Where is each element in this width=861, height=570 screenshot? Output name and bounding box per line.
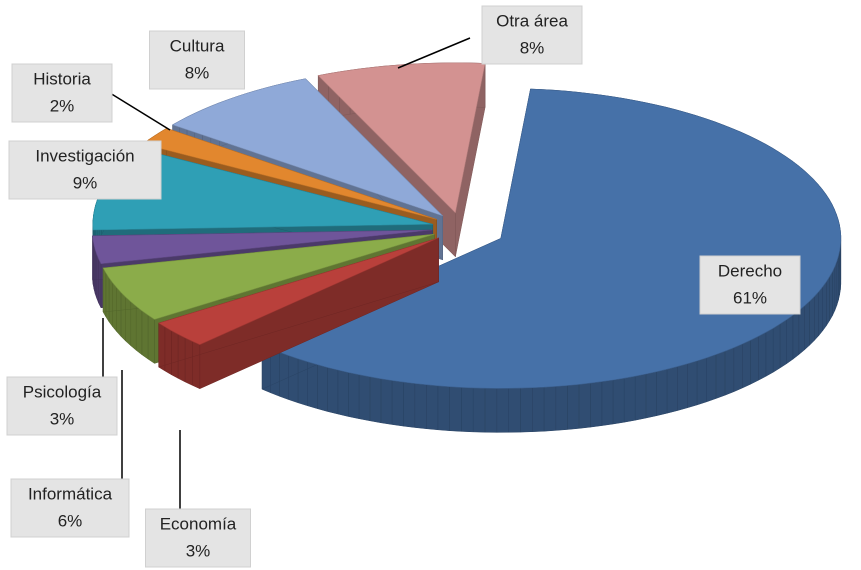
label-box bbox=[149, 30, 245, 90]
leader-line bbox=[397, 37, 471, 69]
category-label: Psicología bbox=[23, 382, 102, 401]
category-label: Derecho bbox=[718, 261, 782, 280]
slice bbox=[92, 229, 433, 265]
slice bbox=[171, 78, 443, 217]
value-label: 8% bbox=[185, 63, 210, 82]
label-box bbox=[481, 5, 583, 65]
label-box bbox=[6, 376, 118, 436]
slice bbox=[102, 233, 435, 320]
category-label: Historia bbox=[33, 69, 91, 88]
slice bbox=[317, 62, 486, 214]
value-label: 6% bbox=[58, 511, 83, 530]
label-box bbox=[699, 255, 801, 315]
value-label: 61% bbox=[733, 288, 767, 307]
leader-line bbox=[109, 92, 171, 131]
value-label: 8% bbox=[520, 38, 545, 57]
slice bbox=[261, 88, 842, 389]
value-label: 3% bbox=[186, 541, 211, 560]
label-box bbox=[145, 508, 251, 568]
category-label: Investigación bbox=[35, 146, 134, 165]
label-box bbox=[10, 478, 130, 538]
value-label: 9% bbox=[73, 173, 98, 192]
category-label: Informática bbox=[28, 484, 113, 503]
category-label: Otra área bbox=[496, 11, 568, 30]
value-label: 2% bbox=[50, 96, 75, 115]
category-label: Economía bbox=[160, 514, 237, 533]
category-label: Cultura bbox=[170, 36, 225, 55]
label-box bbox=[11, 63, 113, 123]
value-label: 3% bbox=[50, 409, 75, 428]
slice bbox=[157, 237, 439, 346]
label-box bbox=[8, 140, 162, 200]
